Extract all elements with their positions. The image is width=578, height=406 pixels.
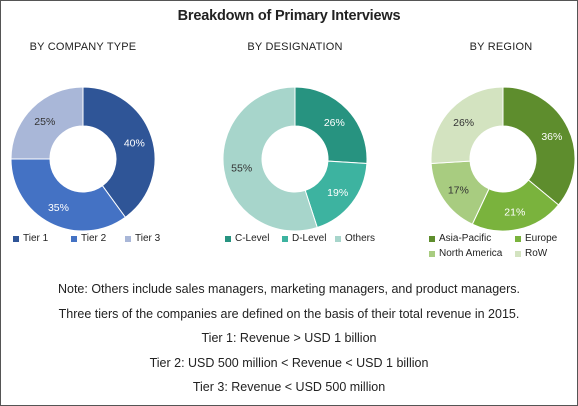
legend-item-others: Others [335,233,375,244]
legend-swatch [335,235,341,242]
slice-c-level [294,86,368,165]
value-label-europe: 21% [504,207,525,219]
value-label-north-america: 17% [448,184,469,196]
legend-label: Asia-Pacific [439,233,492,244]
value-label-tier-2: 35% [48,202,69,214]
legend-item-tier-2: Tier 2 [71,233,106,244]
slice-asia-pacific [502,86,576,206]
legend-label: Tier 1 [23,233,49,244]
legend-item-d-level: D-Level [282,233,326,244]
slice-tier-1 [82,86,156,218]
legend-label: RoW [525,248,548,259]
main-title: Breakdown of Primary Interviews [177,8,401,24]
legend-item-north-america: North America [429,248,502,259]
value-label-row: 26% [453,117,474,129]
legend-item-europe: Europe [515,233,557,244]
legend-swatch [515,235,521,242]
value-label-asia-pacific: 36% [541,131,562,143]
legend-swatch [515,250,521,257]
legend-item-tier-1: Tier 1 [13,233,48,244]
designation-donut: 26% 19% 55% [222,86,368,232]
legend-swatch [429,235,435,242]
legend-item-c-level: C-Level [225,233,269,244]
legend-label: North America [439,248,503,259]
legend-swatch [225,235,231,242]
note-line: Three tiers of the companies are defined… [58,306,520,321]
legend-swatch [125,235,131,242]
legend-label: Tier 3 [135,233,161,244]
notes-block: Note: Others include sales managers, mar… [1,277,577,400]
note-line: Tier 1: Revenue > USD 1 billion [201,331,377,345]
note-line: Tier 2: USD 500 million < Revenue < USD … [149,355,429,370]
legend-label: D-Level [292,233,327,244]
legend-swatch [13,235,19,242]
value-label-others: 55% [231,162,252,174]
legend-swatch [282,235,288,242]
legend-label: Europe [525,233,558,244]
legend-label: Others [345,233,376,244]
slice-row [430,86,504,165]
legend-item-row: RoW [515,248,547,259]
legend-item-tier-3: Tier 3 [125,233,160,244]
slice-tier-3 [10,86,84,160]
legend-swatch [429,250,435,257]
value-label-tier-1: 40% [124,137,145,149]
legend-item-asia-pacific: Asia-Pacific [429,233,491,244]
value-label-tier-3: 25% [34,116,55,128]
company-type-donut: 40% 35% 25% [10,86,156,232]
chart-title-designation: BY DESIGNATION [247,41,343,53]
value-label-d-level: 19% [327,187,348,199]
legend-swatch [71,235,77,242]
value-label-c-level: 26% [324,117,345,129]
region-donut: 36% 21% 17% 26% [430,86,576,232]
chart-title-region: BY REGION [469,41,533,53]
slice-others [222,86,318,232]
legend-label: Tier 2 [81,233,107,244]
note-line: Note: Others include sales managers, mar… [57,282,521,296]
chart-title-company-type: BY COMPANY TYPE [29,41,137,53]
legend-label: C-Level [235,233,270,244]
slice-tier-2 [10,158,127,232]
note-line: Tier 3: Revenue < USD 500 million [192,380,386,394]
